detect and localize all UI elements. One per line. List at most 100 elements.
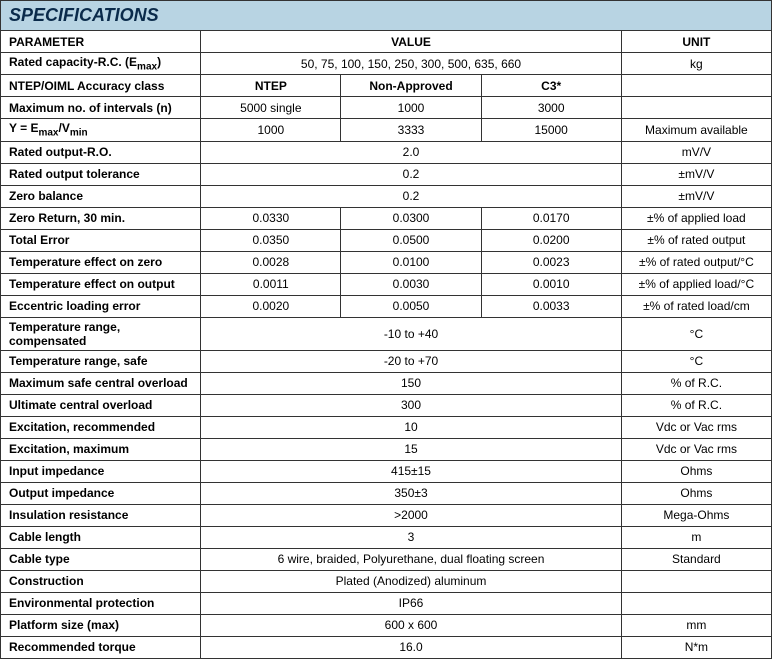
param-cell: Cable length <box>1 526 201 548</box>
subheader-cell: NTEP <box>201 75 341 97</box>
value-cell: 600 x 600 <box>201 614 622 636</box>
value-cell: 3 <box>201 526 622 548</box>
table-row: Temperature effect on output0.00110.0030… <box>1 273 772 295</box>
table-row: Platform size (max)600 x 600mm <box>1 614 772 636</box>
value-cell: 0.0300 <box>341 207 481 229</box>
unit-cell: % of R.C. <box>621 372 771 394</box>
value-cell: 300 <box>201 394 622 416</box>
header-parameter: PARAMETER <box>1 31 201 53</box>
param-cell: Maximum no. of intervals (n) <box>1 97 201 119</box>
value-cell: -20 to +70 <box>201 350 622 372</box>
param-cell: Total Error <box>1 229 201 251</box>
param-cell: Temperature effect on zero <box>1 251 201 273</box>
unit-cell: mm <box>621 614 771 636</box>
unit-cell: °C <box>621 317 771 350</box>
param-cell: Excitation, recommended <box>1 416 201 438</box>
unit-cell: N*m <box>621 636 771 658</box>
param-cell: Zero Return, 30 min. <box>1 207 201 229</box>
unit-cell <box>621 97 771 119</box>
value-cell: 0.0030 <box>341 273 481 295</box>
unit-cell: mV/V <box>621 141 771 163</box>
value-cell: Plated (Anodized) aluminum <box>201 570 622 592</box>
unit-cell: m <box>621 526 771 548</box>
unit-cell: Ohms <box>621 460 771 482</box>
table-row: Y = Emax/Vmin1000333315000Maximum availa… <box>1 119 772 141</box>
value-cell: 0.0023 <box>481 251 621 273</box>
table-row: Temperature range, safe-20 to +70°C <box>1 350 772 372</box>
table-row: Ultimate central overload300% of R.C. <box>1 394 772 416</box>
value-cell: 415±15 <box>201 460 622 482</box>
table-row: Rated capacity-R.C. (Emax)50, 75, 100, 1… <box>1 53 772 75</box>
value-cell: 0.0200 <box>481 229 621 251</box>
value-cell: 1000 <box>341 97 481 119</box>
unit-cell: % of R.C. <box>621 394 771 416</box>
value-cell: 0.0050 <box>341 295 481 317</box>
param-cell: Rated output-R.O. <box>1 141 201 163</box>
param-cell: Zero balance <box>1 185 201 207</box>
header-value: VALUE <box>201 31 622 53</box>
unit-cell: Mega-Ohms <box>621 504 771 526</box>
value-cell: 0.0500 <box>341 229 481 251</box>
unit-cell: Maximum available <box>621 119 771 141</box>
value-cell: 0.0028 <box>201 251 341 273</box>
specs-table: PARAMETER VALUE UNIT Rated capacity-R.C.… <box>0 30 772 659</box>
unit-cell: ±% of applied load/°C <box>621 273 771 295</box>
value-cell: 0.0100 <box>341 251 481 273</box>
specs-title: SPECIFICATIONS <box>0 0 772 30</box>
param-cell: Platform size (max) <box>1 614 201 636</box>
table-row: Maximum safe central overload150% of R.C… <box>1 372 772 394</box>
value-cell: 0.0350 <box>201 229 341 251</box>
param-cell: Input impedance <box>1 460 201 482</box>
param-cell: Temperature range, compensated <box>1 317 201 350</box>
table-row: Cable length3m <box>1 526 772 548</box>
value-cell: 2.0 <box>201 141 622 163</box>
table-row: Recommended torque16.0N*m <box>1 636 772 658</box>
value-cell: 16.0 <box>201 636 622 658</box>
table-row: Output impedance350±3Ohms <box>1 482 772 504</box>
table-row: Total Error0.03500.05000.0200±% of rated… <box>1 229 772 251</box>
unit-cell <box>621 592 771 614</box>
param-cell: Ultimate central overload <box>1 394 201 416</box>
value-cell: 3000 <box>481 97 621 119</box>
param-cell: Insulation resistance <box>1 504 201 526</box>
table-body: Rated capacity-R.C. (Emax)50, 75, 100, 1… <box>1 53 772 659</box>
value-cell: 0.2 <box>201 185 622 207</box>
unit-cell: Vdc or Vac rms <box>621 416 771 438</box>
value-cell: 5000 single <box>201 97 341 119</box>
param-cell: Rated output tolerance <box>1 163 201 185</box>
value-cell: 15 <box>201 438 622 460</box>
value-cell: 1000 <box>201 119 341 141</box>
param-cell: Excitation, maximum <box>1 438 201 460</box>
param-cell: Recommended torque <box>1 636 201 658</box>
table-row: Environmental protectionIP66 <box>1 592 772 614</box>
table-row: Input impedance415±15Ohms <box>1 460 772 482</box>
table-row: Maximum no. of intervals (n)5000 single1… <box>1 97 772 119</box>
table-row: Temperature effect on zero0.00280.01000.… <box>1 251 772 273</box>
value-cell: -10 to +40 <box>201 317 622 350</box>
unit-cell: ±mV/V <box>621 185 771 207</box>
value-cell: 0.2 <box>201 163 622 185</box>
unit-cell: ±% of rated output <box>621 229 771 251</box>
value-cell: 0.0033 <box>481 295 621 317</box>
table-row: Insulation resistance>2000Mega-Ohms <box>1 504 772 526</box>
table-row: Eccentric loading error0.00200.00500.003… <box>1 295 772 317</box>
unit-cell: Standard <box>621 548 771 570</box>
value-cell: 10 <box>201 416 622 438</box>
table-row: Temperature range, compensated-10 to +40… <box>1 317 772 350</box>
param-cell: Output impedance <box>1 482 201 504</box>
param-cell: Construction <box>1 570 201 592</box>
value-cell: 15000 <box>481 119 621 141</box>
unit-cell: °C <box>621 350 771 372</box>
subheader-cell: C3* <box>481 75 621 97</box>
value-cell: 0.0330 <box>201 207 341 229</box>
param-cell: Rated capacity-R.C. (Emax) <box>1 53 201 75</box>
value-cell: 6 wire, braided, Polyurethane, dual floa… <box>201 548 622 570</box>
value-cell: IP66 <box>201 592 622 614</box>
table-row: Excitation, recommended10Vdc or Vac rms <box>1 416 772 438</box>
value-cell: 3333 <box>341 119 481 141</box>
table-row: Excitation, maximum15Vdc or Vac rms <box>1 438 772 460</box>
table-row: Zero Return, 30 min.0.03300.03000.0170±%… <box>1 207 772 229</box>
table-row: Cable type6 wire, braided, Polyurethane,… <box>1 548 772 570</box>
value-cell: 0.0020 <box>201 295 341 317</box>
table-row: NTEP/OIML Accuracy classNTEPNon-Approved… <box>1 75 772 97</box>
